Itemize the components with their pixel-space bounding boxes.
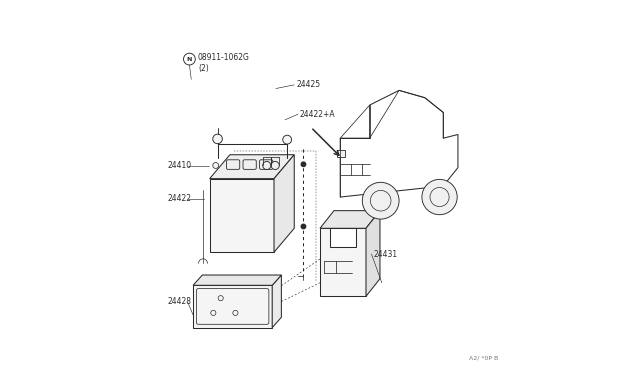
Circle shape bbox=[271, 161, 279, 170]
Circle shape bbox=[301, 224, 306, 229]
Circle shape bbox=[362, 182, 399, 219]
Text: 24410: 24410 bbox=[167, 161, 191, 170]
Text: A2/ *0P B: A2/ *0P B bbox=[469, 356, 499, 361]
Polygon shape bbox=[272, 275, 282, 328]
Circle shape bbox=[212, 163, 219, 169]
Circle shape bbox=[262, 161, 271, 170]
Text: 08911-1062G: 08911-1062G bbox=[198, 54, 250, 62]
Polygon shape bbox=[210, 179, 274, 252]
Text: 24422+A: 24422+A bbox=[300, 110, 335, 119]
FancyBboxPatch shape bbox=[227, 160, 240, 169]
Text: 24425: 24425 bbox=[296, 80, 320, 89]
Polygon shape bbox=[366, 211, 380, 296]
Text: 24422: 24422 bbox=[167, 195, 191, 203]
Polygon shape bbox=[274, 155, 294, 252]
FancyBboxPatch shape bbox=[337, 150, 345, 157]
FancyBboxPatch shape bbox=[243, 160, 256, 169]
FancyBboxPatch shape bbox=[260, 160, 273, 169]
Polygon shape bbox=[193, 285, 272, 328]
Polygon shape bbox=[210, 155, 294, 179]
Circle shape bbox=[212, 134, 222, 144]
Polygon shape bbox=[330, 228, 356, 247]
Text: 24431: 24431 bbox=[373, 250, 397, 259]
Text: (2): (2) bbox=[198, 64, 209, 73]
Circle shape bbox=[422, 179, 457, 215]
Polygon shape bbox=[320, 228, 366, 296]
Polygon shape bbox=[320, 211, 380, 228]
Circle shape bbox=[301, 162, 306, 167]
Text: 24428: 24428 bbox=[167, 297, 191, 307]
Circle shape bbox=[283, 135, 292, 144]
Circle shape bbox=[184, 53, 195, 65]
Polygon shape bbox=[193, 275, 282, 285]
Text: N: N bbox=[187, 57, 192, 62]
